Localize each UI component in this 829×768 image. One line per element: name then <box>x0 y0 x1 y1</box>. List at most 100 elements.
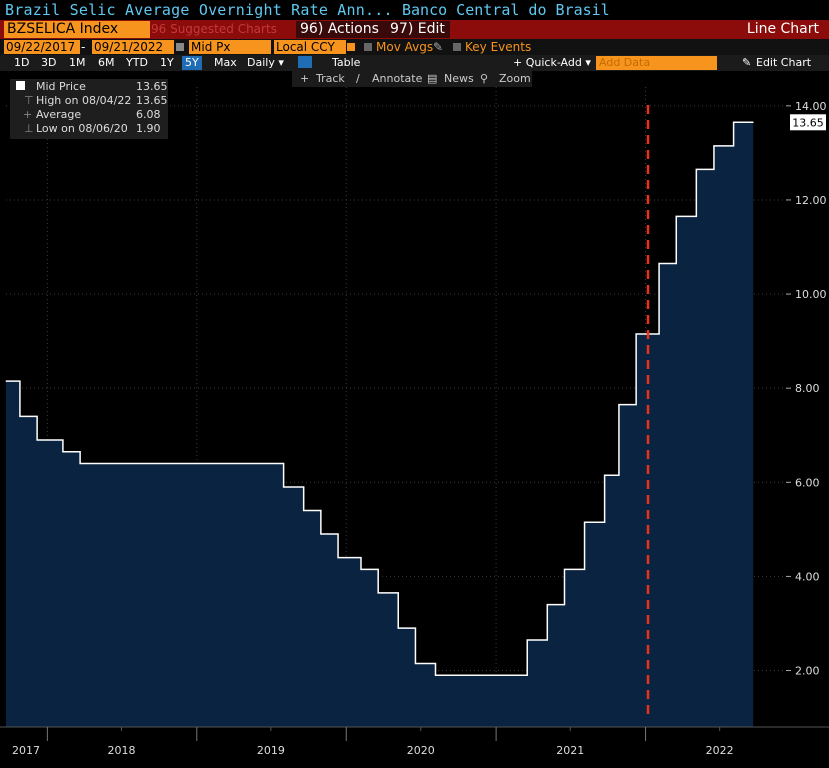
line-chart[interactable]: 2.00 4.00 6.00 8.00 10.00 12.00 14.00 13.65 2017… <box>0 87 829 768</box>
security-title: Brazil Selic Average Overnight Rate Ann.… <box>5 1 393 19</box>
field-select[interactable]: Mid Px <box>189 40 271 54</box>
series-area <box>6 122 754 727</box>
data-point <box>635 333 637 335</box>
x-tick-label: 2019 <box>257 744 285 757</box>
data-point <box>675 215 677 217</box>
y-tick-label: 8.00 <box>795 382 820 395</box>
data-point <box>752 121 754 123</box>
quick-add-button[interactable]: + Quick-Add ▾ <box>513 56 591 69</box>
currency-dropdown-icon[interactable] <box>347 43 355 51</box>
calendar-icon[interactable] <box>176 43 184 51</box>
date-separator: - <box>81 40 86 54</box>
track-button[interactable]: Track <box>316 72 345 85</box>
last-value-box <box>790 114 826 131</box>
data-point <box>563 568 565 570</box>
series-swatch <box>16 81 25 90</box>
ticker-field[interactable]: BZSELICA Index <box>4 21 150 38</box>
data-point <box>62 451 64 453</box>
high-icon: ⊤ <box>24 94 34 107</box>
low-icon: ⊥ <box>24 122 34 135</box>
data-point <box>377 592 379 594</box>
add-data-input[interactable]: Add Data <box>596 56 717 70</box>
data-point <box>303 510 305 512</box>
y-tick-label: 2.00 <box>795 665 820 678</box>
legend-low-value: 1.90 <box>136 122 161 135</box>
edit-chart-pencil-icon[interactable]: ✎ <box>742 56 752 69</box>
series-line <box>6 121 754 676</box>
start-date-input[interactable]: 09/22/2017 <box>4 40 80 54</box>
period-max[interactable]: Max <box>214 56 237 69</box>
data-point <box>5 380 7 382</box>
legend-series-name: Mid Price <box>36 80 86 93</box>
key-events-label: Key Events <box>465 40 532 54</box>
pencil-icon[interactable]: ✎ <box>433 40 444 54</box>
line-chart-icon[interactable] <box>298 56 312 68</box>
annotate-button[interactable]: Annotate <box>372 72 423 85</box>
period-1m[interactable]: 1M <box>69 56 86 69</box>
end-date-input[interactable]: 09/21/2022 <box>92 40 174 54</box>
data-point <box>320 533 322 535</box>
annotate-pen-icon: ∕ <box>356 72 360 85</box>
currency-select[interactable]: Local CCY <box>274 40 346 54</box>
x-tick-label: 2020 <box>407 744 435 757</box>
period-1d[interactable]: 1D <box>14 56 30 69</box>
news-button[interactable]: News <box>444 72 474 85</box>
y-tick-label: 14.00 <box>795 100 827 113</box>
y-tick-label: 12.00 <box>795 194 827 207</box>
data-point <box>546 604 548 606</box>
last-value-label: 13.65 <box>792 116 824 129</box>
y-tick-label: 4.00 <box>795 570 820 583</box>
data-point <box>584 521 586 523</box>
legend-low-label: Low on 08/06/20 <box>36 122 128 135</box>
data-point <box>618 404 620 406</box>
period-5y[interactable]: 5Y <box>182 56 202 70</box>
edit-menu[interactable]: 97) Edit ▾ <box>386 21 450 54</box>
y-tick-label: 6.00 <box>795 476 820 489</box>
table-button[interactable]: Table <box>332 56 361 69</box>
period-1y[interactable]: 1Y <box>160 56 174 69</box>
zoom-icon: ⚲ <box>480 72 489 85</box>
legend-high-label: High on 08/04/22 <box>36 94 132 107</box>
mov-avgs-label: Mov Avgs <box>376 40 434 54</box>
edit-chart-button[interactable]: Edit Chart <box>756 56 812 69</box>
data-point <box>658 262 660 264</box>
actions-menu[interactable]: 96) Actions ▾ <box>296 21 386 54</box>
legend-series-value: 13.65 <box>136 80 168 93</box>
data-point <box>604 474 606 476</box>
chart-type-label: Line Chart <box>746 21 819 37</box>
mov-avgs-checkbox[interactable] <box>364 43 372 51</box>
period-bar: 1D 3D 1M 6M YTD 1Y 5Y Max Daily ▾ Table … <box>0 55 829 71</box>
data-point <box>733 121 735 123</box>
data-point <box>526 639 528 641</box>
data-point <box>695 168 697 170</box>
zoom-button[interactable]: Zoom <box>499 72 531 85</box>
legend-average-value: 6.08 <box>136 108 161 121</box>
legend-average-label: Average <box>36 108 82 121</box>
frequency-select[interactable]: Daily ▾ <box>247 56 284 69</box>
publisher-name: Banco Central do Brasil <box>402 1 610 19</box>
crosshair-icon: + <box>300 72 310 85</box>
legend-high-value: 13.65 <box>136 94 168 107</box>
y-tick-label: 10.00 <box>795 288 827 301</box>
chart-tools-bar: + Track ∕ Annotate ▤ News ⚲ Zoom <box>292 71 532 87</box>
x-tick-label: 2018 <box>107 744 135 757</box>
data-point <box>360 568 362 570</box>
period-3d[interactable]: 3D <box>41 56 57 69</box>
key-events-checkbox[interactable] <box>453 43 461 51</box>
title-bar: Brazil Selic Average Overnight Rate Ann.… <box>0 0 829 20</box>
x-tick-label: 2022 <box>706 744 734 757</box>
period-ytd[interactable]: YTD <box>126 56 148 69</box>
command-bar: BZSELICA Index 96 Suggested Charts 96) A… <box>0 20 829 54</box>
x-tick-label: 2021 <box>556 744 584 757</box>
average-icon: + <box>23 108 33 121</box>
data-point <box>713 145 715 147</box>
news-icon: ▤ <box>427 72 438 85</box>
data-point <box>36 439 38 441</box>
data-point <box>414 662 416 664</box>
suggested-charts-button[interactable]: 96 Suggested Charts <box>151 22 277 36</box>
data-point <box>435 674 437 676</box>
data-point <box>19 415 21 417</box>
legend-box: Mid Price 13.65 ⊤ High on 08/04/22 13.65… <box>10 79 168 139</box>
data-point <box>283 486 285 488</box>
period-6m[interactable]: 6M <box>98 56 115 69</box>
